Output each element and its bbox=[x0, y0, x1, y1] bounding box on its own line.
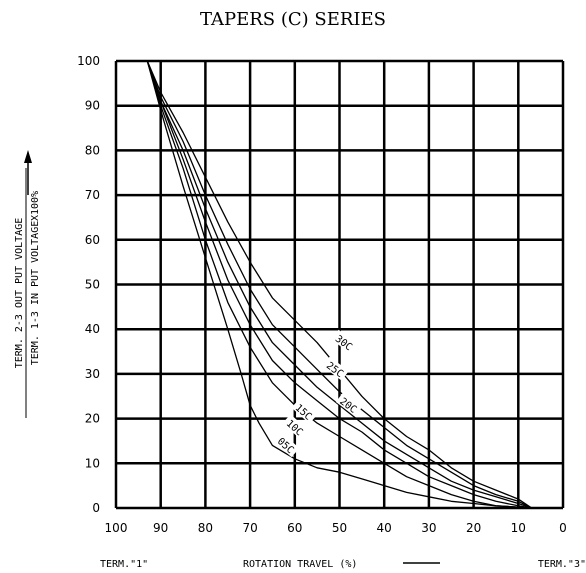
curve-25C bbox=[146, 60, 532, 509]
x-tick-label: 100 bbox=[105, 521, 128, 535]
x-axis-label: ROTATION TRAVEL (%) bbox=[243, 559, 357, 570]
curve-label-bg bbox=[291, 398, 318, 424]
curve-20C bbox=[146, 60, 532, 509]
y-tick-label: 90 bbox=[85, 99, 100, 113]
x-tick-label: 10 bbox=[511, 521, 526, 535]
y-axis-arrow bbox=[24, 150, 32, 195]
y-label-numerator: TERM. 2-3 OUT PUT VOLTAGE bbox=[14, 218, 25, 369]
y-label-multiplier: X100% bbox=[30, 191, 41, 221]
y-tick-label: 50 bbox=[85, 278, 100, 292]
x-tick-label: 30 bbox=[421, 521, 436, 535]
y-tick-label: 60 bbox=[85, 233, 100, 247]
curve-label-bg bbox=[331, 329, 358, 354]
y-tick-label: 20 bbox=[85, 412, 100, 426]
y-tick-label: 70 bbox=[85, 188, 100, 202]
x-tick-label: 40 bbox=[377, 521, 392, 535]
x-tick-label: 80 bbox=[198, 521, 213, 535]
chart-title: TAPERS (C) SERIES bbox=[200, 9, 386, 30]
y-tick-labels: 0 10 20 30 40 50 60 70 80 90 100 bbox=[77, 54, 100, 515]
curve-15C bbox=[146, 60, 532, 509]
y-axis-label: TERM. 2-3 OUT PUT VOLTAGE TERM. 1-3 IN P… bbox=[14, 168, 41, 418]
curve-05C bbox=[146, 60, 532, 509]
y-tick-label: 0 bbox=[92, 501, 100, 515]
grid bbox=[114, 59, 565, 510]
y-tick-label: 10 bbox=[85, 456, 100, 470]
x-tick-label: 70 bbox=[242, 521, 257, 535]
x-tick-label: 90 bbox=[153, 521, 168, 535]
y-tick-label: 80 bbox=[85, 143, 100, 157]
y-tick-label: 30 bbox=[85, 367, 100, 381]
x-tick-label: 20 bbox=[466, 521, 481, 535]
curve-10C bbox=[146, 60, 532, 509]
curve-label-bg bbox=[322, 356, 349, 381]
curve-label-bg bbox=[282, 414, 309, 440]
x-tick-labels: 100 90 80 70 60 50 40 30 20 10 0 bbox=[105, 521, 567, 535]
x-tick-label: 60 bbox=[287, 521, 302, 535]
curve-label-bg bbox=[273, 432, 300, 458]
x-tick-label: 50 bbox=[332, 521, 347, 535]
curve-label-bg bbox=[335, 392, 363, 417]
x-tick-label: 0 bbox=[559, 521, 567, 535]
y-tick-label: 40 bbox=[85, 322, 100, 336]
y-tick-label: 100 bbox=[77, 54, 100, 68]
y-label-denominator: TERM. 1-3 IN PUT VOLTAGE bbox=[30, 221, 41, 366]
x-start-label: TERM."1" bbox=[100, 559, 148, 570]
x-end-label: TERM."3" bbox=[538, 559, 586, 570]
curves bbox=[146, 60, 533, 509]
